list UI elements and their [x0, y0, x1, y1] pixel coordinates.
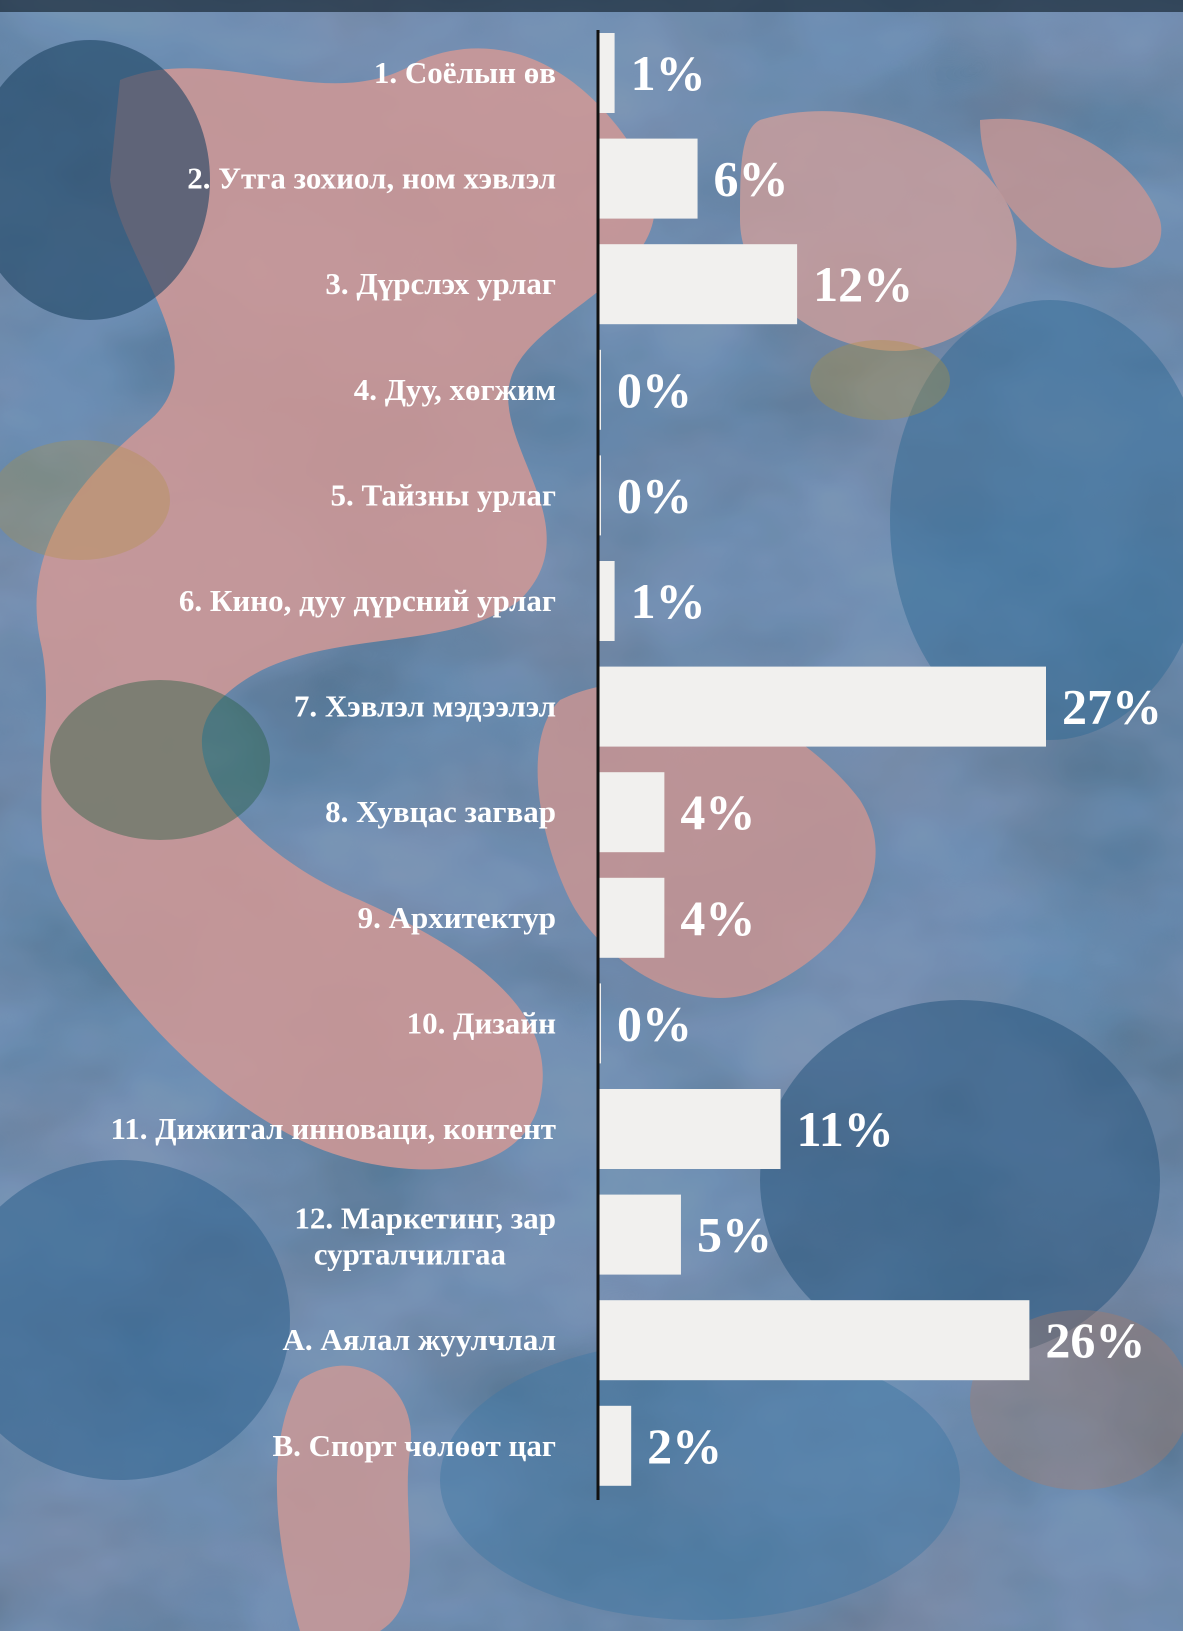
- value-label-4: 0%: [617, 362, 692, 418]
- category-label-7: 7. Хэвлэл мэдээлэл: [294, 689, 556, 724]
- bars-group: [598, 33, 1046, 1486]
- bar-2: [598, 138, 698, 219]
- category-label-9: 9. Архитектур: [358, 900, 556, 935]
- category-label-3: 3. Дүрслэх урлаг: [325, 266, 556, 301]
- category-label-8: 8. Хувцас загвар: [325, 794, 556, 829]
- value-label-13: 26%: [1045, 1312, 1145, 1368]
- bar-13: [598, 1300, 1030, 1381]
- category-label-13: А. Аялал жуулчлал: [283, 1322, 557, 1357]
- value-label-6: 1%: [631, 573, 706, 629]
- value-label-14: 2%: [647, 1418, 722, 1474]
- value-label-5: 0%: [617, 467, 692, 523]
- value-label-10: 0%: [617, 995, 692, 1051]
- category-label-4: 4. Дуу, хөгжим: [354, 372, 556, 407]
- bar-14: [598, 1405, 632, 1486]
- bar-8: [598, 772, 665, 853]
- category-labels: 1. Соёлын өв 2. Утга зохиол, ном хэвлэл 3.…: [110, 55, 556, 1463]
- bar-9: [598, 877, 665, 958]
- bar-1: [598, 33, 615, 113]
- bar-12: [598, 1194, 681, 1275]
- value-label-9: 4%: [680, 890, 755, 946]
- value-label-2: 6%: [714, 151, 789, 207]
- category-label-5: 5. Тайзны урлаг: [331, 477, 556, 512]
- bar-7: [598, 666, 1046, 747]
- bar-11: [598, 1089, 781, 1169]
- category-label-11: 11. Дижитал инноваци, контент: [110, 1111, 556, 1146]
- category-label-14: В. Спорт чөлөөт цаг: [272, 1428, 556, 1463]
- category-label-6: 6. Кино, дуу дүрсний урлаг: [179, 583, 556, 618]
- value-label-8: 4%: [680, 784, 755, 840]
- value-label-7: 27%: [1062, 679, 1162, 735]
- category-label-12: 12. Маркетинг, зар сурталчилгаа: [294, 1201, 556, 1272]
- value-label-3: 12%: [813, 256, 913, 312]
- value-label-12: 5%: [697, 1207, 772, 1263]
- value-labels: 1%6%12%0%0%1%27%4%4%0%11%5%26%2%: [617, 45, 1162, 1474]
- category-label-1: 1. Соёлын өв: [374, 55, 556, 90]
- value-label-11: 11%: [797, 1101, 894, 1157]
- category-label-2: 2. Утга зохиол, ном хэвлэл: [187, 161, 556, 196]
- bar-3: [598, 244, 798, 325]
- value-label-1: 1%: [631, 45, 706, 101]
- bar-6: [598, 561, 615, 641]
- category-label-10: 10. Дизайн: [407, 1005, 557, 1040]
